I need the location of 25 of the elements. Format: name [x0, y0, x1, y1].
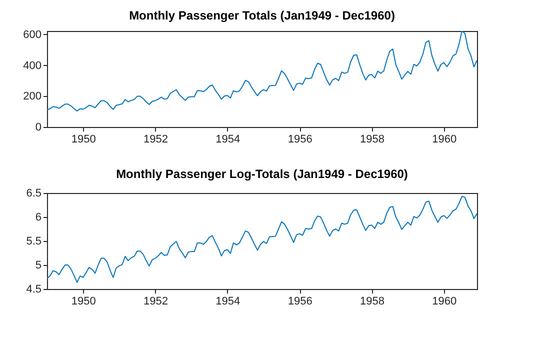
x-tick-label: 1952: [144, 134, 168, 146]
chart-title: Monthly Passenger Log-Totals (Jan1949 - Dec1960): [116, 167, 408, 181]
line-series: [47, 31, 477, 112]
y-tick-label: 600: [23, 28, 42, 41]
y-tick-label: 5: [35, 260, 42, 272]
x-tick-label: 1950: [71, 134, 96, 146]
y-tick-label: 6: [35, 212, 42, 224]
line-series: [47, 196, 477, 283]
x-tick-label: 1954: [216, 296, 240, 308]
y-tick-label: 200: [23, 90, 42, 103]
y-tick-label: 5.5: [26, 236, 42, 248]
x-tick-label: 1958: [360, 134, 384, 146]
y-tick-label: 400: [23, 60, 42, 72]
x-tick-label: 1956: [288, 134, 312, 146]
x-tick-label: 1958: [360, 296, 384, 308]
x-tick-label: 1960: [432, 134, 457, 146]
y-tick-label: 0: [35, 122, 42, 134]
x-tick-label: 1950: [71, 296, 96, 308]
x-tick-label: 1954: [216, 134, 240, 146]
x-tick-label: 1956: [288, 296, 312, 308]
y-tick-label: 4.5: [26, 284, 42, 296]
chart-title: Monthly Passenger Totals (Jan1949 - Dec1960): [129, 8, 395, 22]
x-tick-label: 1960: [432, 296, 457, 308]
x-tick-label: 1952: [144, 296, 168, 308]
y-tick-label: 6.5: [26, 188, 42, 200]
